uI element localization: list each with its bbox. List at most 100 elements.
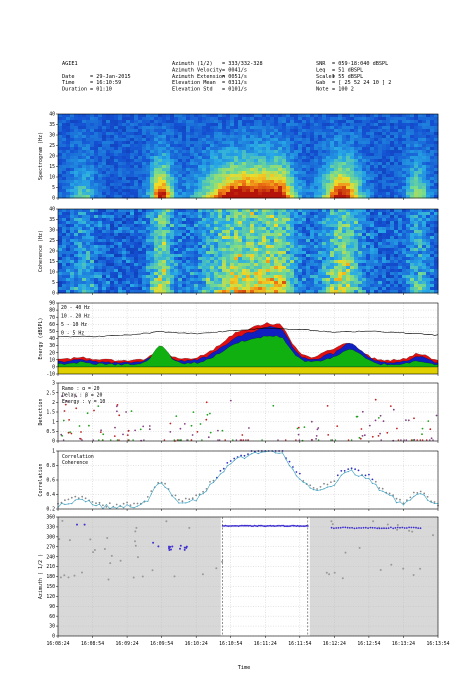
heatmap-cell: [166, 162, 171, 166]
heatmap-cell: [362, 218, 367, 222]
heatmap-cell: [170, 192, 175, 196]
heatmap-cell: [302, 284, 307, 288]
heatmap-cell: [302, 141, 307, 145]
heatmap-cell: [394, 150, 399, 154]
heatmap-cell: [74, 290, 79, 294]
heatmap-cell: [394, 129, 399, 133]
heatmap-cell: [86, 180, 91, 184]
heatmap-cell: [58, 227, 63, 231]
heatmap-cell: [154, 287, 159, 291]
heatmap-cell: [170, 266, 175, 270]
heatmap-cell: [222, 141, 227, 145]
heatmap-cell: [150, 272, 155, 276]
heatmap-cell: [138, 284, 143, 288]
heatmap-cell: [230, 126, 235, 130]
heatmap-cell: [306, 138, 311, 142]
heatmap-cell: [86, 236, 91, 240]
heatmap-cell: [382, 141, 387, 145]
heatmap-cell: [218, 171, 223, 175]
heatmap-cell: [206, 189, 211, 193]
heatmap-cell: [342, 263, 347, 267]
heatmap-cell: [214, 186, 219, 190]
heatmap-cell: [266, 114, 271, 118]
heatmap-cell: [106, 239, 111, 243]
heatmap-cell: [174, 233, 179, 237]
heatmap-cell: [214, 227, 219, 231]
heatmap-cell: [238, 212, 243, 216]
heatmap-cell: [134, 195, 139, 199]
heatmap-cell: [62, 117, 67, 121]
heatmap-cell: [362, 242, 367, 246]
heatmap-cell: [158, 275, 163, 279]
heatmap-cell: [82, 239, 87, 243]
heatmap-cell: [262, 138, 267, 142]
heatmap-cell: [206, 156, 211, 160]
heatmap-cell: [290, 236, 295, 240]
heatmap-cell: [134, 236, 139, 240]
heatmap-cell: [166, 215, 171, 219]
heatmap-cell: [370, 212, 375, 216]
heatmap-cell: [290, 239, 295, 243]
heatmap-cell: [238, 177, 243, 181]
heatmap-cell: [354, 135, 359, 139]
heatmap-cell: [210, 221, 215, 225]
heatmap-cell: [350, 177, 355, 181]
heatmap-cell: [158, 162, 163, 166]
heatmap-cell: [102, 168, 107, 172]
heatmap-cell: [362, 186, 367, 190]
heatmap-cell: [66, 135, 71, 139]
heatmap-cell: [154, 174, 159, 178]
heatmap-cell: [366, 254, 371, 258]
heatmap-cell: [150, 129, 155, 133]
heatmap-cell: [206, 212, 211, 216]
heatmap-cell: [246, 156, 251, 160]
heatmap-cell: [322, 165, 327, 169]
heatmap-cell: [142, 266, 147, 270]
heatmap-cell: [150, 189, 155, 193]
heatmap-cell: [286, 144, 291, 148]
heatmap-cell: [206, 138, 211, 142]
heatmap-cell: [366, 180, 371, 184]
heatmap-cell: [154, 212, 159, 216]
heatmap-cell: [238, 218, 243, 222]
heatmap-cell: [182, 209, 187, 213]
heatmap-cell: [274, 242, 279, 246]
heatmap-cell: [286, 281, 291, 285]
heatmap-cell: [254, 159, 259, 163]
heatmap-cell: [422, 177, 427, 181]
heatmap-cell: [282, 260, 287, 264]
heatmap-cell: [238, 281, 243, 285]
heatmap-cell: [130, 236, 135, 240]
heatmap-cell: [202, 248, 207, 252]
heatmap-cell: [258, 186, 263, 190]
heatmap-cell: [358, 156, 363, 160]
heatmap-cell: [294, 239, 299, 243]
heatmap-cell: [294, 284, 299, 288]
heatmap-cell: [110, 209, 115, 213]
heatmap-cell: [158, 159, 163, 163]
heatmap-cell: [282, 278, 287, 282]
heatmap-cell: [230, 209, 235, 213]
heatmap-cell: [66, 212, 71, 216]
heatmap-cell: [78, 165, 83, 169]
heatmap-cell: [246, 162, 251, 166]
heatmap-cell: [178, 135, 183, 139]
heatmap-cell: [122, 168, 127, 172]
heatmap-cell: [350, 242, 355, 246]
heatmap-cell: [342, 171, 347, 175]
heatmap-cell: [142, 165, 147, 169]
heatmap-cell: [218, 275, 223, 279]
heatmap-cell: [410, 123, 415, 127]
heatmap-cell: [326, 230, 331, 234]
heatmap-cell: [322, 150, 327, 154]
heatmap-cell: [306, 233, 311, 237]
heatmap-cell: [62, 221, 67, 225]
heatmap-cell: [366, 227, 371, 231]
heatmap-cell: [210, 275, 215, 279]
heatmap-cell: [382, 215, 387, 219]
heatmap-cell: [170, 278, 175, 282]
heatmap-cell: [294, 230, 299, 234]
heatmap-cell: [166, 278, 171, 282]
heatmap-cell: [246, 254, 251, 258]
heatmap-cell: [310, 209, 315, 213]
